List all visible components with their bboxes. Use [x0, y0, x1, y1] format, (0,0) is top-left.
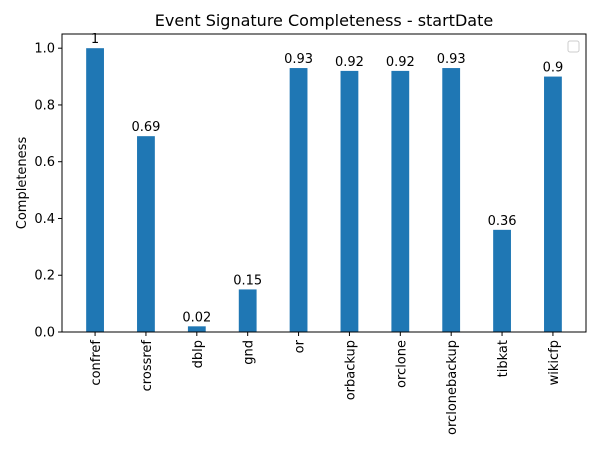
bar-or — [289, 68, 308, 333]
data-label-gnd: 0.15 — [233, 273, 262, 288]
legend-box — [567, 40, 580, 53]
x-tick-label-gnd: gnd — [242, 340, 257, 365]
y-tick-label: 0.0 — [34, 326, 55, 341]
data-label-confref: 1 — [91, 32, 99, 47]
bar-crossref — [137, 136, 155, 332]
x-tick-label-confref: confref — [89, 340, 104, 386]
x-tick-label-or: or — [293, 339, 308, 353]
bar-gnd — [238, 289, 257, 332]
bar-dblp — [187, 326, 206, 332]
data-label-orclonebackup: 0.93 — [437, 52, 466, 67]
data-label-orbackup: 0.92 — [335, 55, 364, 70]
bar-tibkat — [493, 229, 511, 332]
data-label-orclone: 0.92 — [386, 55, 415, 70]
x-tick-label-orclone: orclone — [394, 340, 409, 388]
x-tick-label-tibkat: tibkat — [496, 340, 511, 377]
y-tick-label: 0.4 — [34, 212, 55, 227]
bar-orclone — [391, 70, 410, 333]
x-tick-label-orbackup: orbackup — [343, 340, 358, 400]
y-tick-label: 0.6 — [34, 155, 55, 170]
data-label-wikicfp: 0.9 — [543, 61, 564, 76]
data-label-dblp: 0.02 — [182, 310, 211, 325]
x-tick-label-orclonebackup: orclonebackup — [445, 340, 460, 435]
bar-confref — [86, 48, 104, 332]
plot-frame — [61, 33, 587, 333]
y-tick-label: 1.0 — [34, 42, 55, 57]
bar-orclonebackup — [442, 68, 461, 333]
x-tick-label-crossref: crossref — [140, 340, 155, 392]
bar-wikicfp — [544, 76, 562, 332]
data-label-or: 0.93 — [284, 52, 313, 67]
data-label-tibkat: 0.36 — [488, 214, 517, 229]
y-tick-label: 0.8 — [34, 98, 55, 113]
y-tick-label: 0.2 — [34, 269, 55, 284]
bar-orbackup — [340, 70, 359, 333]
x-tick-label-dblp: dblp — [191, 340, 206, 368]
y-axis-label: Completeness — [15, 137, 30, 230]
x-tick-label-wikicfp: wikicfp — [547, 340, 562, 385]
chart-title: Event Signature Completeness - startDate — [155, 11, 493, 30]
data-label-crossref: 0.69 — [131, 120, 160, 135]
